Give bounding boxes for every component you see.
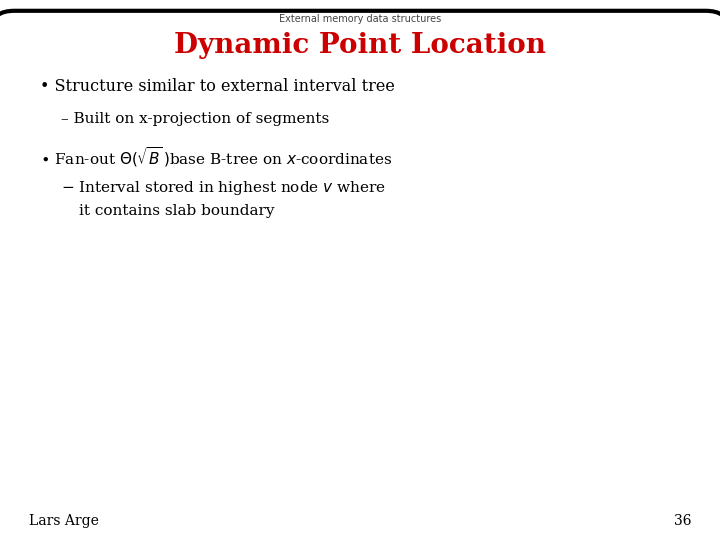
Text: 36: 36 xyxy=(674,514,691,528)
Circle shape xyxy=(449,228,459,242)
Circle shape xyxy=(333,308,372,332)
Bar xyxy=(693,265,702,286)
Bar xyxy=(645,265,655,286)
Circle shape xyxy=(449,176,463,195)
Circle shape xyxy=(634,228,644,242)
Text: Dynamic Point Location: Dynamic Point Location xyxy=(174,32,546,59)
Circle shape xyxy=(482,176,496,195)
Bar xyxy=(487,265,497,286)
Circle shape xyxy=(512,228,522,242)
Bar xyxy=(670,265,680,286)
Bar xyxy=(498,265,508,286)
Circle shape xyxy=(463,356,497,377)
Text: • Structure similar to external interval tree: • Structure similar to external interval… xyxy=(40,78,395,95)
Circle shape xyxy=(505,176,518,195)
Bar xyxy=(449,265,458,286)
Bar xyxy=(513,265,522,286)
Circle shape xyxy=(559,117,575,139)
Circle shape xyxy=(459,228,469,242)
Circle shape xyxy=(614,117,631,139)
Circle shape xyxy=(638,176,652,195)
Bar xyxy=(435,265,444,286)
Circle shape xyxy=(498,228,508,242)
Circle shape xyxy=(156,356,190,377)
Circle shape xyxy=(616,176,629,195)
Circle shape xyxy=(645,228,655,242)
Text: – Built on x-projection of segments: – Built on x-projection of segments xyxy=(61,112,330,126)
Text: it contains slab boundary: it contains slab boundary xyxy=(79,204,275,218)
Circle shape xyxy=(402,356,436,377)
Text: v: v xyxy=(376,301,385,316)
Circle shape xyxy=(665,176,679,195)
Text: $\bullet$ Fan-out $\Theta(\sqrt{B}\,)$base B-tree on $x$-coordinates: $\bullet$ Fan-out $\Theta(\sqrt{B}\,)$ba… xyxy=(40,145,392,169)
Circle shape xyxy=(503,117,520,139)
Circle shape xyxy=(476,228,486,242)
Circle shape xyxy=(213,356,247,377)
Bar xyxy=(477,265,486,286)
Circle shape xyxy=(430,176,444,195)
Bar xyxy=(621,265,630,286)
Circle shape xyxy=(336,356,369,377)
Bar xyxy=(682,265,691,286)
Circle shape xyxy=(534,356,567,377)
Circle shape xyxy=(274,356,308,377)
Bar xyxy=(460,265,469,286)
Text: Lars Arge: Lars Arge xyxy=(29,514,99,528)
Text: $-$ Interval stored in highest node $v$ where: $-$ Interval stored in highest node $v$ … xyxy=(61,179,386,197)
Circle shape xyxy=(462,117,478,139)
Circle shape xyxy=(620,228,630,242)
Circle shape xyxy=(664,117,680,139)
Circle shape xyxy=(685,176,698,195)
Circle shape xyxy=(423,228,433,242)
Bar xyxy=(634,265,644,286)
Bar xyxy=(609,265,618,286)
Text: $\Theta(\sqrt{B}\,)$: $\Theta(\sqrt{B}\,)$ xyxy=(154,329,197,346)
Text: External memory data structures: External memory data structures xyxy=(279,14,441,24)
Circle shape xyxy=(693,228,702,242)
Circle shape xyxy=(670,228,680,242)
Bar xyxy=(660,265,669,286)
Circle shape xyxy=(434,228,444,242)
Circle shape xyxy=(681,228,691,242)
Circle shape xyxy=(558,58,576,83)
Circle shape xyxy=(609,228,619,242)
Circle shape xyxy=(659,228,669,242)
Text: v: v xyxy=(571,49,577,59)
Bar xyxy=(534,103,603,151)
Bar xyxy=(423,265,433,286)
Circle shape xyxy=(487,228,497,242)
